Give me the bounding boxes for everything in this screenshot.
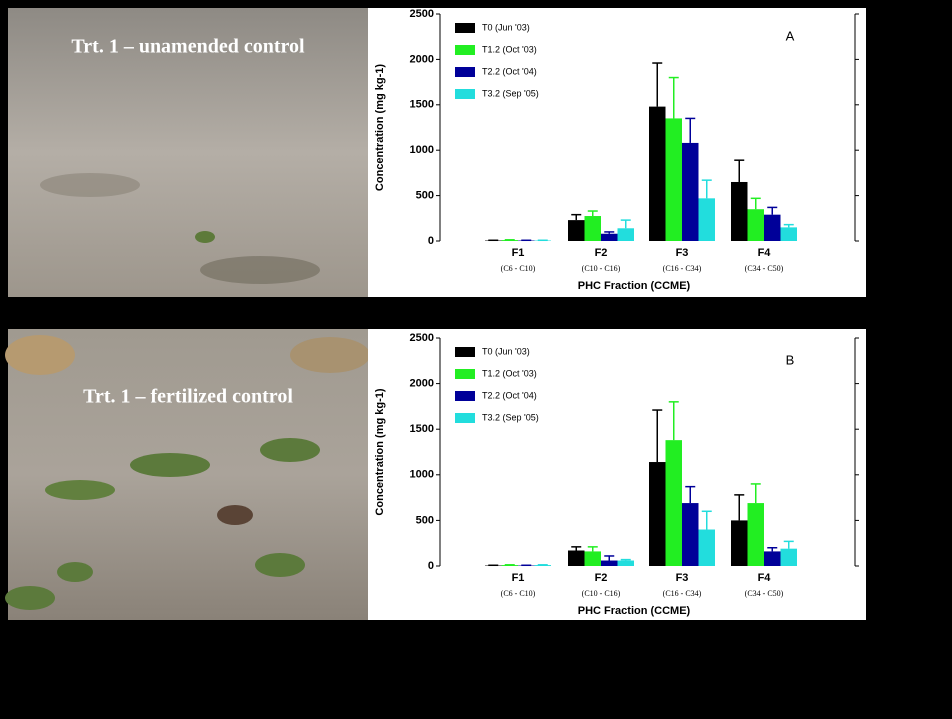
y-tick-label: 1500 [410, 99, 434, 111]
y-tick-label: 1500 [410, 423, 434, 435]
chart-background [368, 329, 866, 620]
bar [781, 227, 798, 241]
photo-caption: Trt. 1 – unamended control [71, 36, 305, 58]
x-axis-label: PHC Fraction (CCME) [578, 605, 691, 617]
bar [764, 215, 781, 241]
photo: Trt. 1 – fertilized control [5, 329, 370, 620]
bar [535, 565, 552, 566]
bar [699, 198, 716, 241]
page: Trt. 1 – unamended control Trt. 1 – fert… [0, 0, 952, 719]
legend-label: T3.2 (Sep '05) [482, 412, 539, 422]
legend-swatch [455, 347, 475, 357]
photo-texture [40, 173, 140, 197]
legend-label: T2.2 (Oct '04) [482, 390, 537, 400]
x-tick-label: F3 [676, 247, 689, 259]
y-tick-label: 0 [428, 560, 434, 572]
bar [699, 530, 716, 566]
y-tick-label: 1000 [410, 469, 434, 481]
x-tick-sublabel: (C34 - C50) [745, 589, 784, 598]
y-axis-label: Concentration (mg kg-1) [374, 64, 386, 191]
photo-plant [260, 438, 320, 462]
x-tick-sublabel: (C10 - C16) [582, 264, 621, 273]
bar [649, 107, 666, 241]
bar [502, 565, 519, 566]
bar [585, 551, 602, 566]
x-tick-sublabel: (C6 - C10) [501, 264, 536, 273]
legend-swatch [455, 45, 475, 55]
y-tick-label: 2500 [410, 332, 434, 344]
bar [601, 561, 618, 566]
x-tick-label: F4 [758, 572, 772, 584]
bar [731, 520, 748, 566]
x-tick-label: F4 [758, 247, 772, 259]
bar [731, 182, 748, 241]
y-tick-label: 1000 [410, 144, 434, 156]
bar [568, 550, 585, 566]
bar [618, 228, 635, 241]
bar [748, 209, 765, 241]
photo-plant [57, 562, 93, 582]
x-tick-sublabel: (C6 - C10) [501, 589, 536, 598]
bar [682, 503, 699, 566]
x-tick-label: F2 [595, 247, 608, 259]
chart: 0 500 1000 1500 2000 2500 Concentration (mg kg… [368, 329, 866, 620]
bar [764, 551, 781, 566]
y-tick-label: 0 [428, 235, 434, 247]
photo-plant [5, 586, 55, 610]
legend-label: T3.2 (Sep '05) [482, 88, 539, 98]
x-tick-label: F1 [512, 247, 525, 259]
bar [618, 561, 635, 566]
x-tick-sublabel: (C16 - C34) [663, 589, 702, 598]
photo-texture [200, 256, 320, 284]
photo-plant [195, 231, 215, 243]
bar [601, 234, 618, 241]
legend-swatch [455, 413, 475, 423]
y-tick-label: 2500 [410, 8, 434, 20]
y-tick-label: 500 [416, 514, 434, 526]
photo-grass [5, 335, 75, 375]
chart-background [368, 8, 866, 297]
photo-plant [45, 480, 115, 500]
bar [585, 216, 602, 241]
bar [666, 440, 683, 566]
bar [682, 143, 699, 241]
y-tick-label: 500 [416, 190, 434, 202]
legend-swatch [455, 89, 475, 99]
photo-plant [255, 553, 305, 577]
bar [666, 118, 683, 241]
photo-caption: Trt. 1 – fertilized control [83, 386, 293, 408]
photo-plant [130, 453, 210, 477]
legend-label: T1.2 (Oct '03) [482, 368, 537, 378]
y-tick-label: 2000 [410, 53, 434, 65]
photo-grass [290, 337, 370, 373]
bar [748, 503, 765, 566]
legend-label: T0 (Jun '03) [482, 346, 530, 356]
x-tick-sublabel: (C16 - C34) [663, 264, 702, 273]
legend-swatch [455, 391, 475, 401]
x-tick-sublabel: (C34 - C50) [745, 264, 784, 273]
chart: 0 500 1000 1500 2000 2500 Concentration (mg kg… [368, 8, 866, 297]
legend-swatch [455, 369, 475, 379]
annotation: B [786, 352, 795, 367]
bar [568, 220, 585, 241]
legend-label: T2.2 (Oct '04) [482, 66, 537, 76]
legend-swatch [455, 23, 475, 33]
x-tick-sublabel: (C10 - C16) [582, 589, 621, 598]
x-axis-label: PHC Fraction (CCME) [578, 280, 691, 292]
legend-label: T1.2 (Oct '03) [482, 44, 537, 54]
y-tick-label: 2000 [410, 378, 434, 390]
photo-soil [217, 505, 253, 525]
annotation: A [786, 28, 795, 43]
bar [502, 240, 519, 241]
y-axis-label: Concentration (mg kg-1) [374, 388, 386, 515]
x-tick-label: F2 [595, 572, 608, 584]
bar [649, 462, 666, 566]
figure: Trt. 1 – unamended control Trt. 1 – fert… [0, 0, 952, 719]
x-tick-label: F3 [676, 572, 689, 584]
photo: Trt. 1 – unamended control [8, 8, 368, 297]
bar [781, 549, 798, 566]
legend-swatch [455, 67, 475, 77]
x-tick-label: F1 [512, 572, 525, 584]
legend-label: T0 (Jun '03) [482, 22, 530, 32]
